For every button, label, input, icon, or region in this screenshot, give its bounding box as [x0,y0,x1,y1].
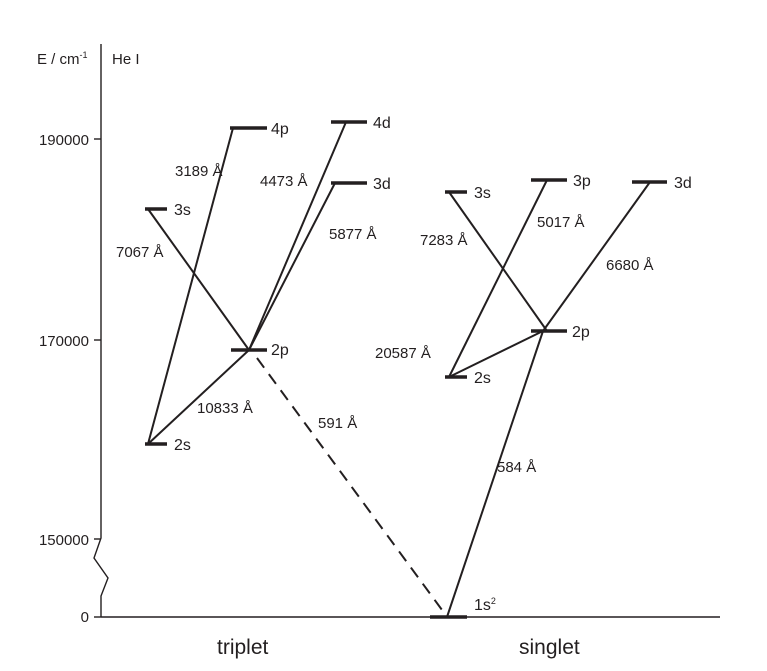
element-label: He I [112,51,140,68]
wavelength-3189: 3189 Å [175,163,223,180]
label-singlet-2p: 2p [572,324,590,341]
label-triplet-2s: 2s [174,437,191,454]
group-label-singlet: singlet [519,636,580,659]
wavelength-20587: 20587 Å [375,345,431,362]
label-singlet-2s: 2s [474,370,491,387]
wavelength-7283: 7283 Å [420,232,468,249]
label-singlet-1s2: 1s2 [474,596,496,614]
tick-label-150000: 150000 [39,532,89,549]
singlet-transitions [446,179,651,618]
wavelength-6680: 6680 Å [606,257,654,274]
wavelength-584: 584 Å [497,459,536,476]
wavelength-4473: 4473 Å [260,173,308,190]
wavelength-5017: 5017 Å [537,214,585,231]
tick-label-0: 0 [81,609,89,626]
label-singlet-3p: 3p [573,173,591,190]
label-triplet-4d: 4d [373,115,391,132]
axis-line-upper [93,44,109,617]
transition-591 [256,357,446,615]
label-triplet-2p: 2p [271,342,289,359]
label-singlet-3s: 3s [474,185,491,202]
transition-6680 [542,181,651,332]
transition-3189 [147,127,234,445]
tick-label-190000: 190000 [39,132,89,149]
singlet-levels [430,178,667,619]
wavelength-7067: 7067 Å [116,244,164,261]
triplet-levels [145,120,367,446]
wavelength-591: 591 Å [318,415,357,432]
label-singlet-3d: 3d [674,175,692,192]
group-label-triplet: triplet [217,636,269,659]
transition-5017 [448,179,548,378]
transition-7067 [147,208,250,351]
label-triplet-3d: 3d [373,176,391,193]
wavelength-10833: 10833 Å [197,400,253,417]
transition-5877 [248,182,336,351]
triplet-transitions [147,121,446,615]
transition-7283 [448,191,548,332]
label-triplet-4p: 4p [271,121,289,138]
y-axis-label: E / cm-1 [37,50,88,68]
transition-4473 [248,121,347,351]
transition-20587 [448,330,544,378]
transition-10833 [147,349,250,445]
wavelength-5877: 5877 Å [329,226,377,243]
transition-584 [446,330,544,618]
energy-axis [93,44,720,618]
label-triplet-3s: 3s [174,202,191,219]
tick-label-170000: 170000 [39,333,89,350]
